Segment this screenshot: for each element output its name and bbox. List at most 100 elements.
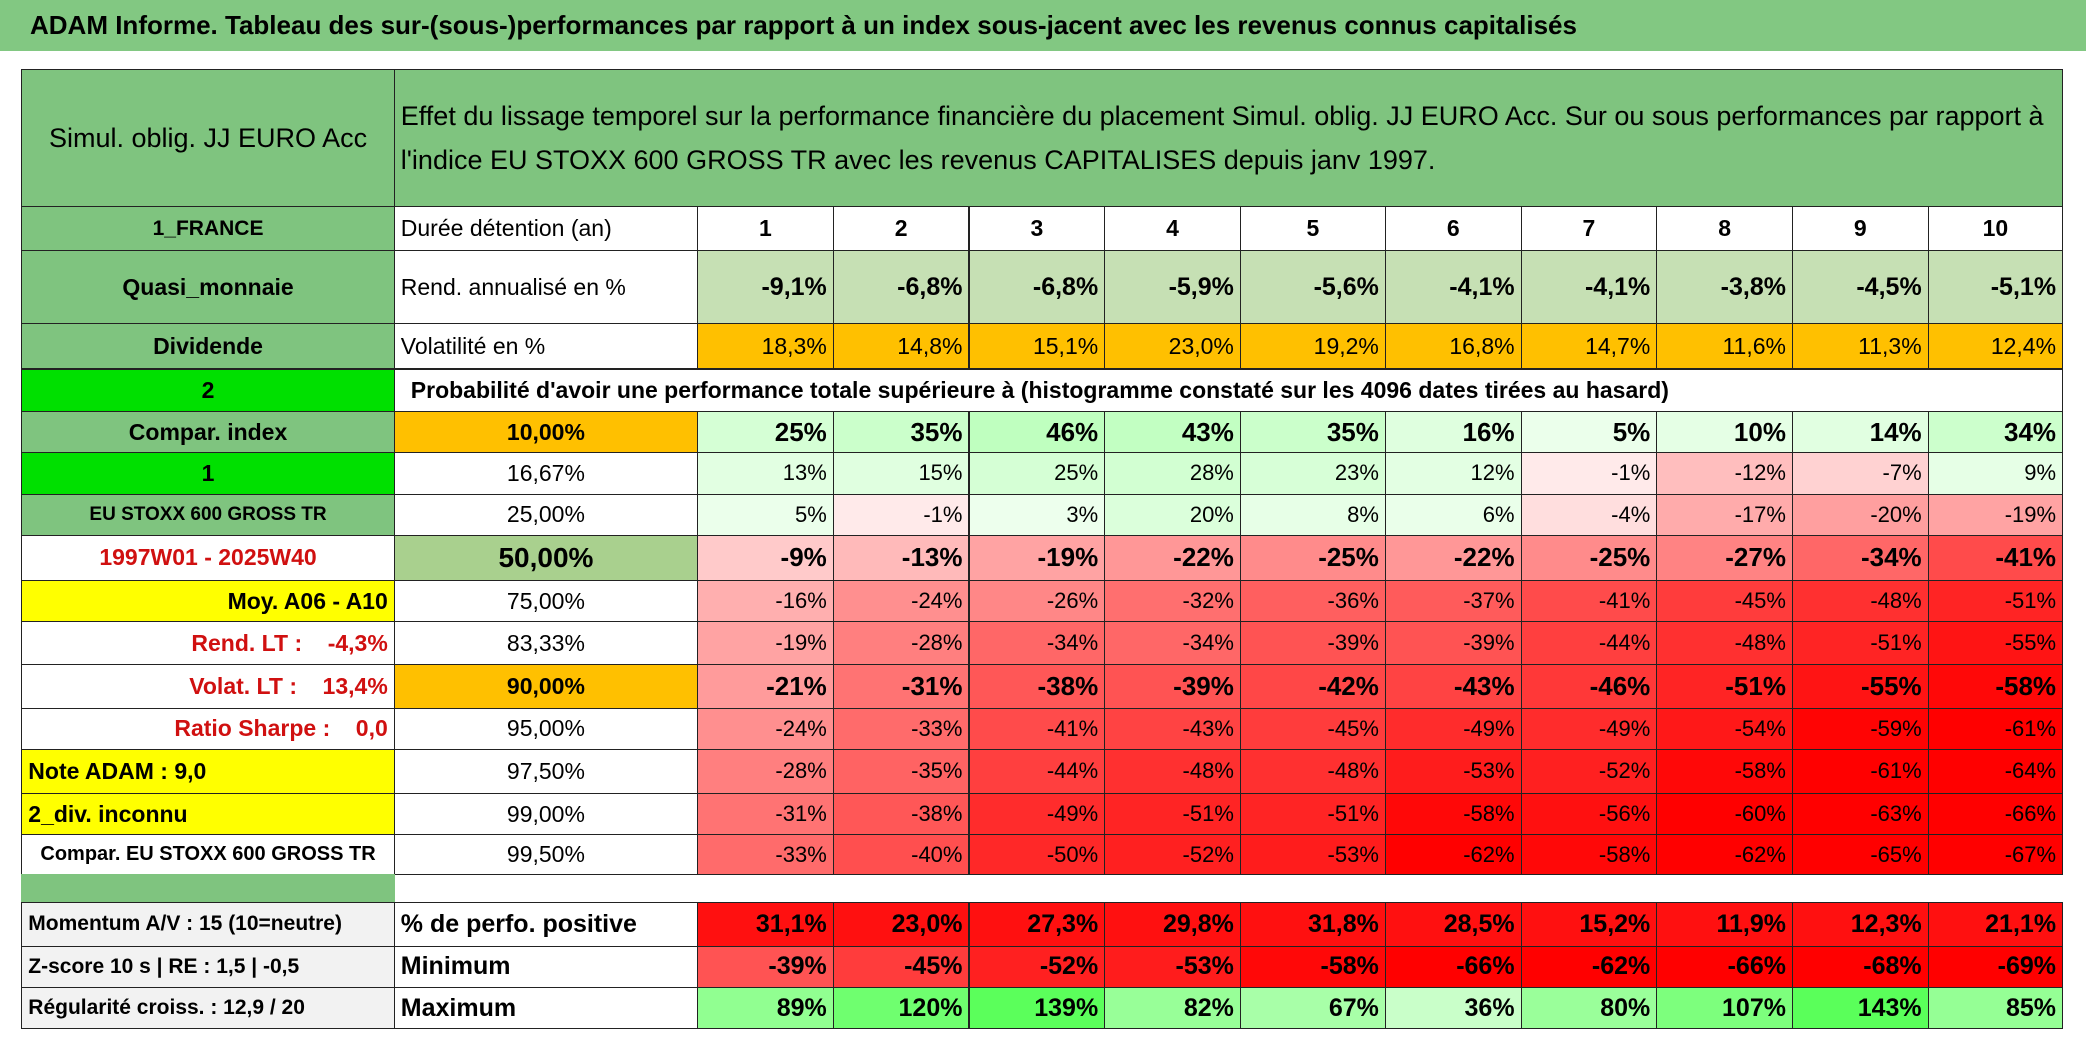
quantile-value: -22% <box>1384 534 1522 582</box>
sidebar-label: 2 <box>21 368 395 413</box>
summary-value: -9,1% <box>697 250 834 325</box>
horizon: 10 <box>1927 206 2064 252</box>
stat-value: -62% <box>1520 945 1658 989</box>
quantile-value: 16% <box>1384 411 1522 454</box>
summary-value: -6,8% <box>832 250 970 325</box>
sidebar-label: 1_FRANCE <box>21 206 395 252</box>
summary-value: -5,9% <box>1104 250 1241 325</box>
quantile-value: 28% <box>1104 452 1241 495</box>
quantile-value: -48% <box>1239 748 1386 794</box>
sidebar-label: Note ADAM : 9,0 <box>21 748 395 794</box>
indicator: Z-score 10 s | RE : 1,5 | -0,5 <box>21 945 395 989</box>
quantile-value: -61% <box>1791 748 1929 794</box>
summary-value: 18,3% <box>697 323 834 370</box>
stat-value: 21,1% <box>1927 901 2064 947</box>
quantile-value: 35% <box>1239 411 1386 454</box>
quantile-value: -61% <box>1927 707 2064 750</box>
quantile-value: -55% <box>1927 621 2064 665</box>
quantile-level: 99,00% <box>393 792 699 836</box>
quantile-value: -34% <box>1104 621 1241 665</box>
stat-value: -39% <box>697 945 834 989</box>
sidebar-label: EU STOXX 600 GROSS TR <box>21 493 395 536</box>
quantile-value: -44% <box>968 748 1106 794</box>
quantile-value: -44% <box>1520 621 1658 665</box>
quantile-level: 95,00% <box>393 707 699 750</box>
stat-value: 120% <box>832 987 970 1030</box>
horizon-label: Durée détention (an) <box>393 206 699 252</box>
quantile-value: -62% <box>1656 834 1793 876</box>
quantile-value: -41% <box>1927 534 2064 582</box>
quantile-value: -32% <box>1104 580 1241 623</box>
quantile-value: -48% <box>1104 748 1241 794</box>
quantile-value: -48% <box>1791 580 1929 623</box>
quantile-value: -38% <box>968 663 1106 709</box>
quantile-value: -16% <box>697 580 834 623</box>
quantile-value: -39% <box>1384 621 1522 665</box>
quantile-value: -7% <box>1791 452 1929 495</box>
quantile-value: 23% <box>1239 452 1386 495</box>
quantile-value: -38% <box>832 792 970 836</box>
quantile-value: -56% <box>1520 792 1658 836</box>
quantile-value: -55% <box>1791 663 1929 709</box>
quantile-value: -1% <box>1520 452 1658 495</box>
quantile-value: -51% <box>1104 792 1241 836</box>
quantile-value: -45% <box>1239 707 1386 750</box>
quantile-value: -53% <box>1384 748 1522 794</box>
stat-label: Minimum <box>393 945 699 989</box>
stat-value: -45% <box>832 945 970 989</box>
quantile-value: -51% <box>1927 580 2064 623</box>
quantile-value: -37% <box>1384 580 1522 623</box>
quantile-value: -58% <box>1384 792 1522 836</box>
stat-value: 80% <box>1520 987 1658 1030</box>
quantile-value: 5% <box>697 493 834 536</box>
stat-value: 23,0% <box>832 901 970 947</box>
stat-value: 27,3% <box>968 901 1106 947</box>
quantile-value: -59% <box>1791 707 1929 750</box>
horizon: 7 <box>1520 206 1658 252</box>
sidebar-label: Dividende <box>21 323 395 370</box>
quantile-value: -22% <box>1104 534 1241 582</box>
horizon: 5 <box>1239 206 1386 252</box>
quantile-value: 34% <box>1927 411 2064 454</box>
quantile-value: -19% <box>1927 493 2064 536</box>
quantile-value: -9% <box>697 534 834 582</box>
summary-value: 11,3% <box>1791 323 1929 370</box>
quantile-value: -28% <box>832 621 970 665</box>
quantile-value: -41% <box>1520 580 1658 623</box>
stat-value: -69% <box>1927 945 2064 989</box>
summary-label: Rend. annualisé en % <box>393 250 699 325</box>
quantile-value: 13% <box>697 452 834 495</box>
quantile-value: -31% <box>697 792 834 836</box>
quantile-value: -12% <box>1656 452 1793 495</box>
quantile-value: -33% <box>697 834 834 876</box>
sidebar-label: 1997W01 - 2025W40 <box>21 534 395 582</box>
sidebar-label: Volat. LT : 13,4% <box>21 663 395 709</box>
horizon: 4 <box>1104 206 1241 252</box>
summary-value: -5,1% <box>1927 250 2064 325</box>
quantile-value: 10% <box>1656 411 1793 454</box>
stat-value: 82% <box>1104 987 1241 1030</box>
quantile-value: -64% <box>1927 748 2064 794</box>
summary-value: 12,4% <box>1927 323 2064 370</box>
quantile-level: 50,00% <box>393 534 699 582</box>
sidebar-label: Quasi_monnaie <box>21 250 395 325</box>
stat-value: 28,5% <box>1384 901 1522 947</box>
summary-value: 16,8% <box>1384 323 1522 370</box>
quantile-value: -60% <box>1656 792 1793 836</box>
sidebar-label: Compar. EU STOXX 600 GROSS TR <box>21 834 395 876</box>
quantile-value: -33% <box>832 707 970 750</box>
quantile-value: -35% <box>832 748 970 794</box>
quantile-value: -67% <box>1927 834 2064 876</box>
summary-value: -4,1% <box>1520 250 1658 325</box>
fund-name: Simul. oblig. JJ EURO Acc <box>21 69 395 208</box>
horizon: 2 <box>832 206 970 252</box>
stat-value: -58% <box>1239 945 1386 989</box>
summary-value: -4,5% <box>1791 250 1929 325</box>
quantile-value: -53% <box>1239 834 1386 876</box>
sidebar-label: Moy. A06 - A10 <box>21 580 395 623</box>
quantile-value: -24% <box>697 707 834 750</box>
quantile-value: -62% <box>1384 834 1522 876</box>
stat-value: 11,9% <box>1656 901 1793 947</box>
quantile-value: 6% <box>1384 493 1522 536</box>
